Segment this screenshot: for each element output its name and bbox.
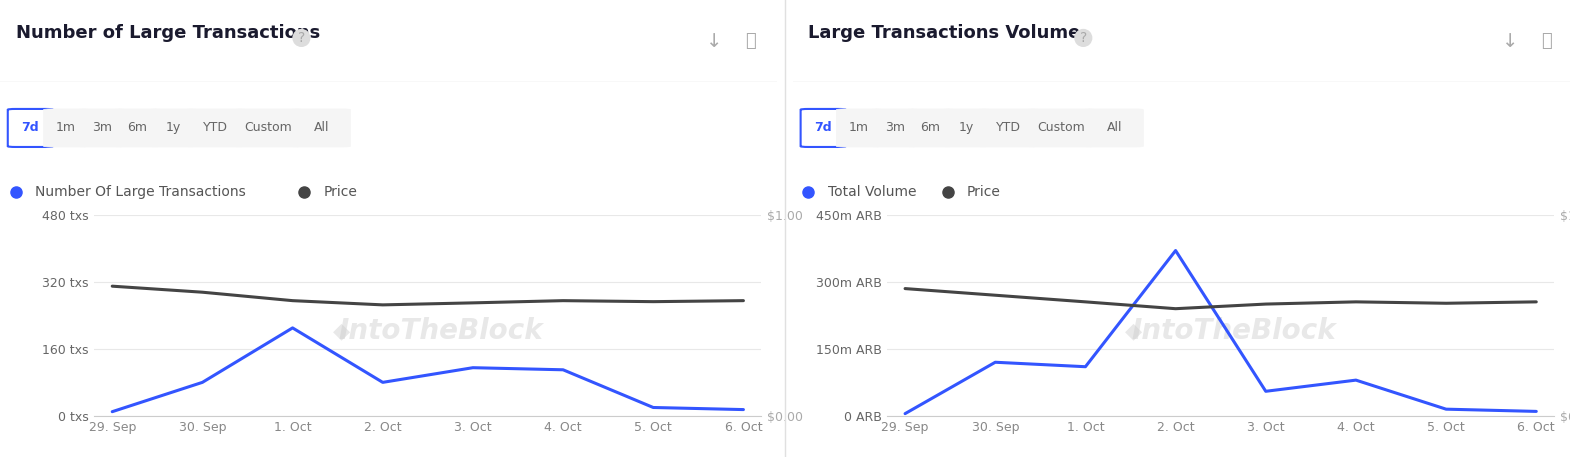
FancyBboxPatch shape xyxy=(78,109,124,147)
Text: All: All xyxy=(314,122,330,134)
FancyBboxPatch shape xyxy=(187,109,245,147)
FancyBboxPatch shape xyxy=(1028,109,1094,147)
Text: Large Transactions Volume: Large Transactions Volume xyxy=(809,24,1080,42)
Text: Custom: Custom xyxy=(245,122,292,134)
FancyBboxPatch shape xyxy=(1085,109,1143,147)
FancyBboxPatch shape xyxy=(8,109,53,147)
Text: ↓: ↓ xyxy=(706,32,722,51)
FancyBboxPatch shape xyxy=(236,109,301,147)
Text: 6m: 6m xyxy=(127,122,148,134)
Text: ?: ? xyxy=(1080,31,1086,45)
FancyBboxPatch shape xyxy=(980,109,1038,147)
Text: IntoTheBlock: IntoTheBlock xyxy=(339,318,543,345)
FancyBboxPatch shape xyxy=(837,109,881,147)
Text: All: All xyxy=(1107,122,1123,134)
Text: IntoTheBlock: IntoTheBlock xyxy=(1132,318,1336,345)
Text: Number of Large Transactions: Number of Large Transactions xyxy=(16,24,320,42)
FancyBboxPatch shape xyxy=(151,109,196,147)
Text: YTD: YTD xyxy=(203,122,228,134)
Text: 3m: 3m xyxy=(884,122,904,134)
Text: ⤢: ⤢ xyxy=(1542,32,1551,50)
FancyBboxPatch shape xyxy=(907,109,953,147)
Text: 1m: 1m xyxy=(57,122,75,134)
FancyBboxPatch shape xyxy=(115,109,160,147)
Text: Custom: Custom xyxy=(1038,122,1085,134)
Text: 6m: 6m xyxy=(920,122,940,134)
Text: Price: Price xyxy=(323,185,356,199)
Text: 7d: 7d xyxy=(22,122,39,134)
Text: 1y: 1y xyxy=(959,122,973,134)
Text: ?: ? xyxy=(298,31,305,45)
Text: 1y: 1y xyxy=(166,122,181,134)
FancyBboxPatch shape xyxy=(44,109,88,147)
Text: Number Of Large Transactions: Number Of Large Transactions xyxy=(35,185,246,199)
FancyBboxPatch shape xyxy=(801,109,846,147)
Text: ↓: ↓ xyxy=(1502,32,1518,51)
Text: ⤢: ⤢ xyxy=(746,32,755,50)
Text: 1m: 1m xyxy=(849,122,868,134)
Text: YTD: YTD xyxy=(995,122,1020,134)
Text: 3m: 3m xyxy=(91,122,111,134)
Text: ◆: ◆ xyxy=(333,321,350,341)
Text: Price: Price xyxy=(967,185,1000,199)
Text: 7d: 7d xyxy=(815,122,832,134)
FancyBboxPatch shape xyxy=(944,109,989,147)
Text: Total Volume: Total Volume xyxy=(827,185,917,199)
FancyBboxPatch shape xyxy=(871,109,917,147)
FancyBboxPatch shape xyxy=(292,109,350,147)
Text: ◆: ◆ xyxy=(1126,321,1143,341)
